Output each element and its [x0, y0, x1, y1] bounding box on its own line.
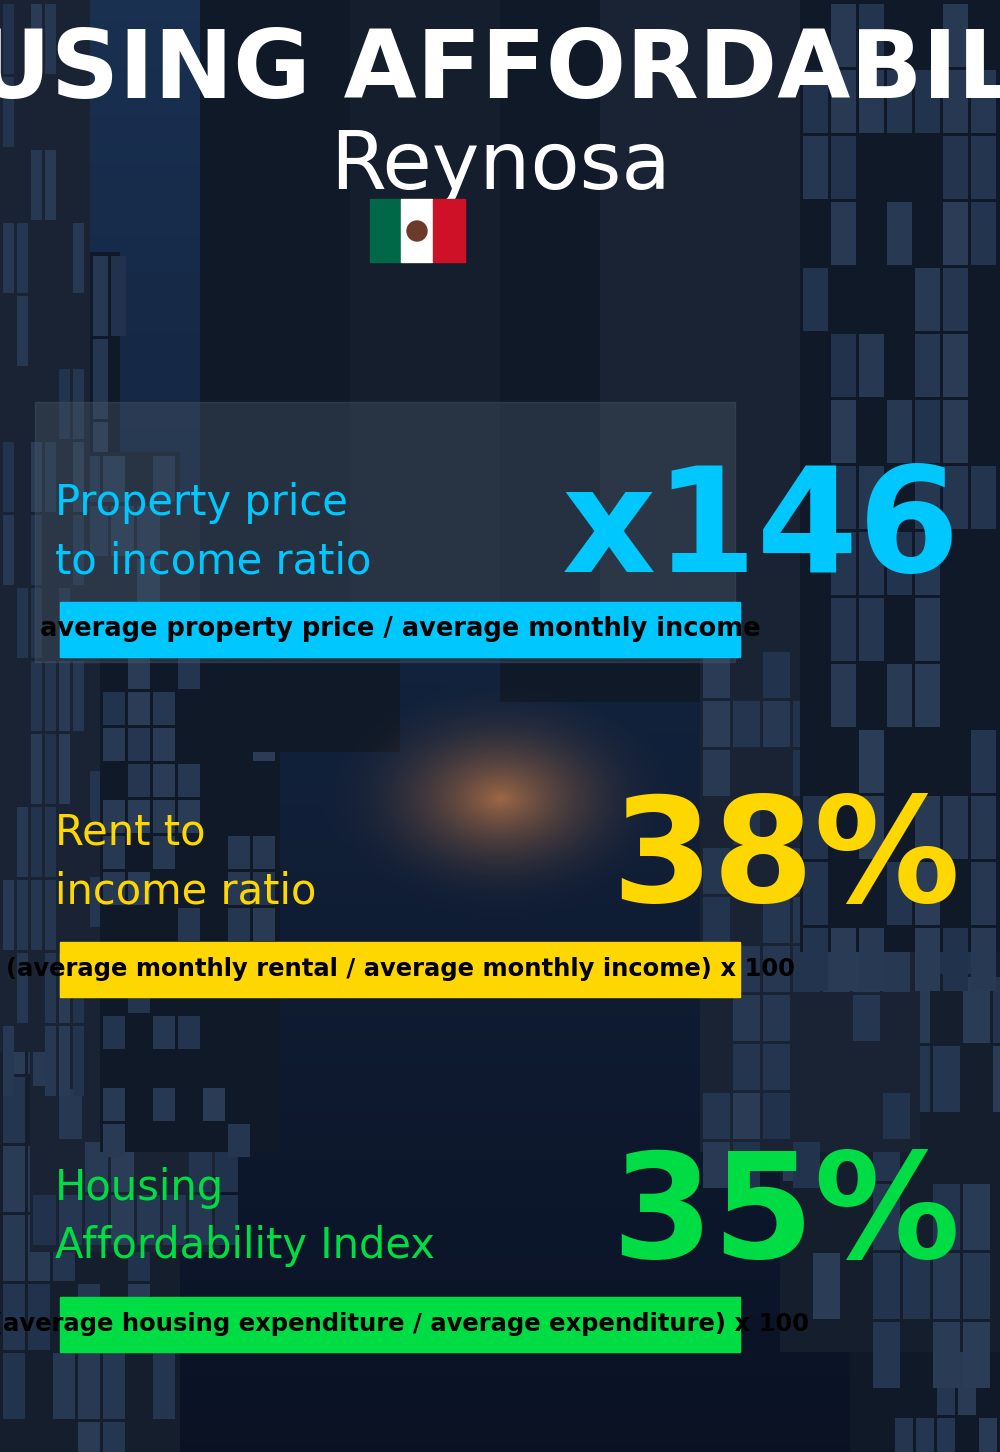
Bar [433, 199, 465, 261]
Bar [60, 942, 740, 998]
Text: Property price
to income ratio: Property price to income ratio [55, 482, 371, 582]
Bar [370, 199, 401, 261]
Text: Reynosa: Reynosa [330, 128, 670, 206]
Bar [60, 603, 740, 656]
Text: average property price / average monthly income: average property price / average monthly… [40, 616, 760, 642]
Text: Rent to
income ratio: Rent to income ratio [55, 812, 316, 912]
Text: 35%: 35% [611, 1147, 960, 1288]
Text: 38%: 38% [611, 791, 960, 932]
Text: (average housing expenditure / average expenditure) x 100: (average housing expenditure / average e… [0, 1313, 808, 1336]
Bar [401, 199, 432, 261]
Text: x146: x146 [561, 462, 960, 603]
Text: (average monthly rental / average monthly income) x 100: (average monthly rental / average monthl… [6, 957, 794, 982]
Bar [60, 1297, 740, 1352]
Text: HOUSING AFFORDABILITY: HOUSING AFFORDABILITY [0, 26, 1000, 118]
Text: Housing
Affordability Index: Housing Affordability Index [55, 1167, 435, 1268]
Bar [35, 402, 735, 662]
Circle shape [407, 221, 427, 241]
